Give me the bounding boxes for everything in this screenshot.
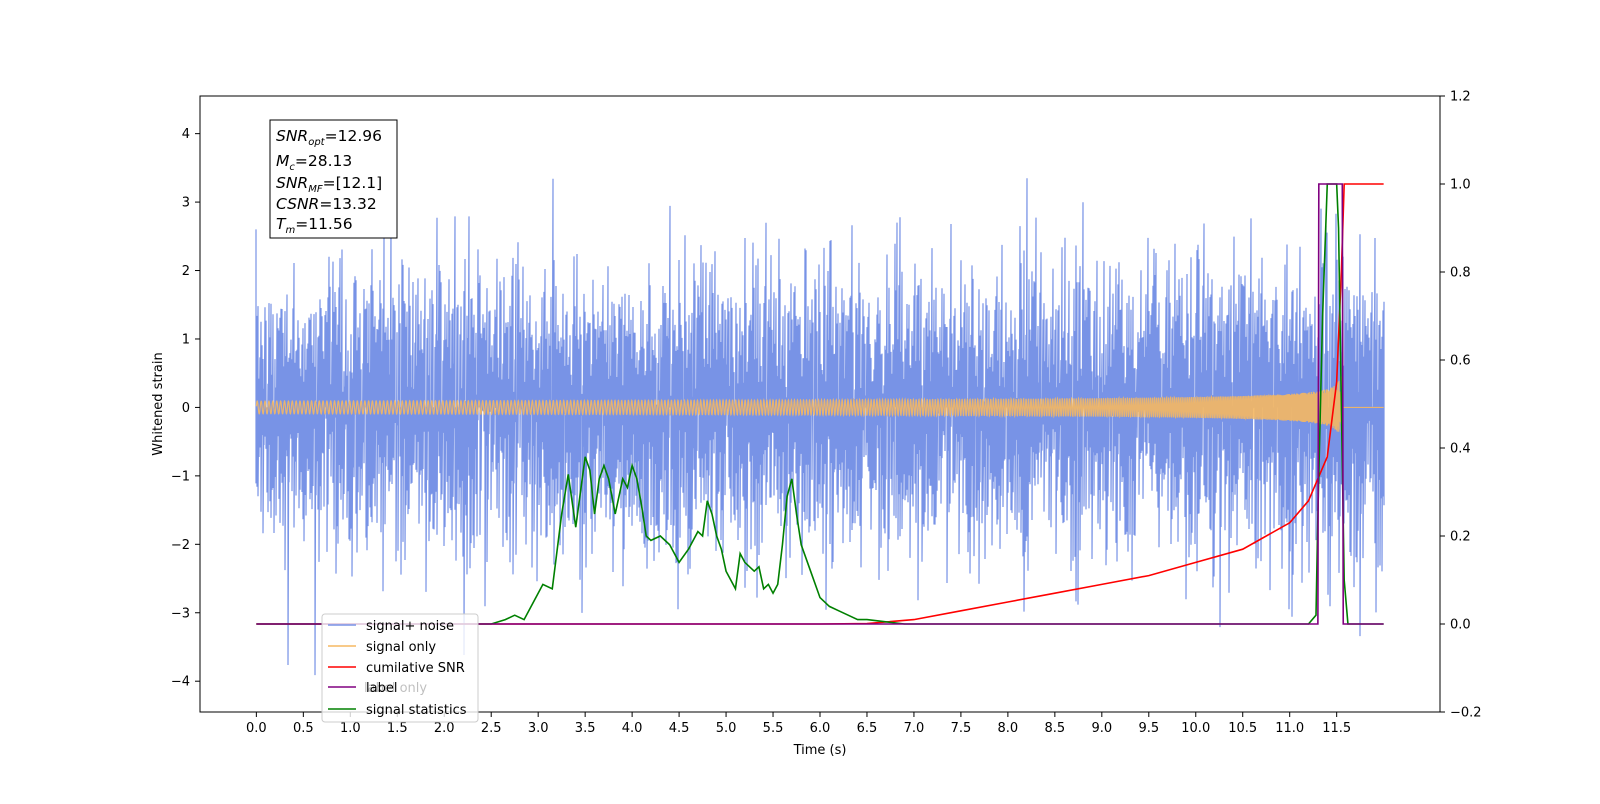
legend-label-signal-statistics: signal statistics (366, 703, 467, 718)
legend-label-hidden-label-only: label only (364, 681, 427, 696)
series-signal-noise (255, 178, 1385, 676)
x-tick-label: 1.0 (340, 721, 361, 736)
legend-item-signal-noise: signal+ noise (328, 619, 454, 634)
y-axis-label: Whitened strain (151, 352, 166, 455)
legend-item-cumulative-snr: cumilative SNR (328, 661, 465, 676)
info-snr-mf: SNRMF=[12.1] (276, 174, 382, 195)
x-tick-label: 2.0 (434, 721, 455, 736)
legend: signal+ noise signal only cumilative SNR… (321, 613, 479, 723)
info-box: SNRopt=12.96 Mc=28.13 SNRMF=[12.1] CSNR=… (269, 119, 398, 239)
x-axis-label: Time (s) (793, 743, 847, 758)
info-snr-opt-sub: opt (308, 137, 325, 148)
info-csnr-base: CSNR (276, 195, 319, 213)
x-tick-label: 4.5 (669, 721, 690, 736)
y-axis-right: −0.2 0.0 0.2 0.4 0.6 0.8 1.0 1.2 (1440, 90, 1482, 721)
x-tick-label: 0.0 (246, 721, 267, 736)
y2-tick-label: 0.6 (1450, 354, 1471, 369)
x-tick-label: 10.0 (1181, 721, 1210, 736)
x-tick-label: 5.5 (763, 721, 784, 736)
x-tick-label: 7.0 (904, 721, 925, 736)
y-axis-left: −4 −3 −2 −1 0 1 2 3 4 (171, 127, 200, 690)
x-tick-label: 3.0 (528, 721, 549, 736)
legend-item-label: label only label (328, 681, 427, 696)
x-tick-label: 8.5 (1045, 721, 1066, 736)
info-mc-value: =28.13 (295, 152, 352, 170)
y-tick-label: −2 (171, 538, 190, 553)
info-csnr: CSNR=13.32 (276, 195, 377, 213)
info-tm-value: =11.56 (295, 215, 352, 233)
info-snr-opt: SNRopt=12.96 (276, 127, 382, 148)
y-tick-label: −4 (171, 675, 190, 690)
info-snr-opt-value: =12.96 (325, 127, 382, 145)
y-tick-label: 0 (182, 401, 190, 416)
x-tick-label: 10.5 (1228, 721, 1257, 736)
x-tick-label: 0.5 (293, 721, 314, 736)
y2-tick-label: 1.0 (1450, 178, 1471, 193)
series-label (256, 183, 1384, 625)
info-snr-mf-value: =[12.1] (323, 174, 383, 192)
y-tick-label: 3 (182, 196, 190, 211)
info-mc: Mc=28.13 (276, 152, 352, 173)
y2-tick-label: 0.2 (1450, 530, 1471, 545)
legend-label-cumulative-snr: cumilative SNR (366, 661, 465, 676)
y2-tick-label: 0.0 (1450, 618, 1471, 633)
y2-tick-label: 1.2 (1450, 90, 1471, 105)
info-snr-mf-base: SNR (276, 174, 308, 192)
info-tm-base: T (276, 215, 287, 233)
x-tick-label: 4.0 (622, 721, 643, 736)
legend-label-signal-noise: signal+ noise (366, 619, 454, 634)
series-cumulative-snr (256, 183, 1384, 625)
plot-content (255, 178, 1385, 676)
info-csnr-value: =13.32 (319, 195, 376, 213)
x-axis: 0.0 0.5 1.0 1.5 2.0 2.5 3.0 3.5 4.0 4.5 5.0 5.5 6.0 6… (246, 712, 1351, 736)
y-tick-label: 4 (182, 127, 190, 142)
plot-series (255, 178, 1385, 676)
x-tick-label: 11.0 (1275, 721, 1304, 736)
legend-item-signal-only: signal only (328, 640, 436, 655)
y-tick-label: 1 (182, 332, 190, 347)
x-tick-label: 9.5 (1138, 721, 1159, 736)
y2-tick-label: 0.4 (1450, 442, 1471, 457)
y-tick-label: −1 (171, 469, 190, 484)
series-signal-only (255, 376, 1384, 433)
y2-tick-label: −0.2 (1450, 706, 1482, 721)
info-mc-sub: c (289, 162, 295, 173)
x-tick-label: 2.5 (481, 721, 502, 736)
info-snr-mf-sub: MF (308, 184, 323, 195)
legend-frame (321, 613, 479, 723)
info-snr-opt-base: SNR (276, 127, 308, 145)
info-tm-sub: m (285, 225, 295, 236)
y-tick-label: −3 (171, 606, 190, 621)
info-box-frame (269, 119, 398, 239)
x-tick-label: 6.0 (810, 721, 831, 736)
x-tick-label: 3.5 (575, 721, 596, 736)
info-tm: Tm=11.56 (276, 215, 353, 236)
info-mc-base: M (276, 152, 289, 170)
x-tick-label: 8.0 (998, 721, 1019, 736)
x-tick-label: 11.5 (1322, 721, 1351, 736)
legend-label-label: label (366, 681, 397, 696)
x-tick-label: 6.5 (857, 721, 878, 736)
y-tick-label: 2 (182, 264, 190, 279)
x-tick-label: 5.0 (716, 721, 737, 736)
x-tick-label: 7.5 (951, 721, 972, 736)
legend-item-signal-statistics: signal statistics (328, 703, 467, 718)
x-tick-label: 9.0 (1091, 721, 1112, 736)
legend-label-signal-only: signal only (366, 640, 436, 655)
x-tick-label: 1.5 (387, 721, 408, 736)
y2-tick-label: 0.8 (1450, 266, 1471, 281)
